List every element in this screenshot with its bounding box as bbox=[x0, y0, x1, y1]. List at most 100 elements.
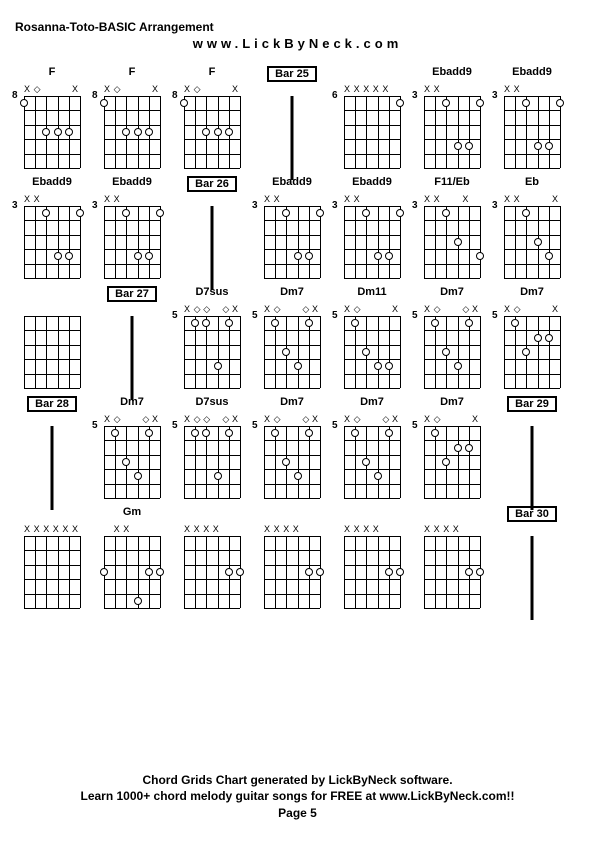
fret-dot bbox=[374, 472, 382, 480]
bar-label: Bar 27 bbox=[107, 286, 157, 302]
string-marks: XX bbox=[264, 194, 320, 206]
fret-dot bbox=[454, 444, 462, 452]
chord-diagram bbox=[104, 536, 160, 608]
chord-name: Dm7 bbox=[280, 286, 304, 302]
chord-diagram: 3 bbox=[424, 96, 480, 168]
fret-dot bbox=[225, 568, 233, 576]
fret-dot bbox=[271, 429, 279, 437]
fret-dot bbox=[100, 568, 108, 576]
fret-dot bbox=[282, 458, 290, 466]
bar-marker-cell: Bar 30 bbox=[495, 506, 569, 608]
chord-name: F11/Eb bbox=[434, 176, 469, 192]
fret-dot bbox=[42, 209, 50, 217]
string-marks: XXX bbox=[504, 194, 560, 206]
fret-dot bbox=[202, 319, 210, 327]
chord-diagram bbox=[184, 536, 240, 608]
chord-diagram: 5 bbox=[424, 316, 480, 388]
fret-dot bbox=[202, 429, 210, 437]
fret-dot bbox=[534, 334, 542, 342]
string-marks: X◇X bbox=[104, 84, 160, 96]
fret-dot bbox=[534, 142, 542, 150]
chord-cell: XXXXX6 bbox=[335, 66, 409, 168]
chord-name: Gm bbox=[123, 506, 141, 522]
fret-dot bbox=[145, 429, 153, 437]
fret-number: 5 bbox=[92, 420, 98, 431]
fret-dot bbox=[191, 319, 199, 327]
chord-cell: XXXX bbox=[415, 506, 489, 608]
chord-name: Ebadd9 bbox=[32, 176, 72, 192]
chord-diagram: 3 bbox=[504, 96, 560, 168]
chord-cell: XXXX bbox=[175, 506, 249, 608]
string-marks: X◇◇X bbox=[264, 414, 320, 426]
bar-marker-cell: Bar 27 bbox=[95, 286, 169, 388]
string-marks: X◇◇◇X bbox=[184, 304, 240, 316]
fret-dot bbox=[351, 429, 359, 437]
fret-dot bbox=[225, 319, 233, 327]
chord-cell: D7susX◇◇◇X5 bbox=[175, 396, 249, 498]
chord-cell: GmXX bbox=[95, 506, 169, 608]
chord-diagram: 8 bbox=[24, 96, 80, 168]
fret-dot bbox=[305, 252, 313, 260]
chord-cell: XXXX bbox=[335, 506, 409, 608]
chord-cell: Dm7X◇X5 bbox=[415, 396, 489, 498]
chord-cell: Dm7X◇◇X5 bbox=[255, 286, 329, 388]
chord-name: Ebadd9 bbox=[112, 176, 152, 192]
fret-dot bbox=[145, 252, 153, 260]
chord-cell: F11/EbXXX3 bbox=[415, 176, 489, 278]
fret-dot bbox=[454, 362, 462, 370]
chord-diagram: 3 bbox=[344, 206, 400, 278]
fret-dot bbox=[111, 429, 119, 437]
string-marks: X◇◇X bbox=[104, 414, 160, 426]
fret-dot bbox=[476, 99, 484, 107]
chord-diagram: 3 bbox=[504, 206, 560, 278]
fret-dot bbox=[522, 99, 530, 107]
bar-label: Bar 26 bbox=[187, 176, 237, 192]
chord-cell: XXXX bbox=[255, 506, 329, 608]
fret-dot bbox=[374, 362, 382, 370]
fret-number: 5 bbox=[412, 310, 418, 321]
chord-cell: Dm7X◇◇X5 bbox=[95, 396, 169, 498]
fret-dot bbox=[465, 142, 473, 150]
fret-dot bbox=[134, 128, 142, 136]
chord-cell: Ebadd9XX3 bbox=[15, 176, 89, 278]
page-number: Page 5 bbox=[0, 805, 595, 822]
fret-number: 5 bbox=[332, 420, 338, 431]
string-marks: XXXX bbox=[424, 524, 480, 536]
chord-diagram bbox=[264, 536, 320, 608]
fret-dot bbox=[236, 568, 244, 576]
fret-dot bbox=[271, 319, 279, 327]
fret-dot bbox=[545, 252, 553, 260]
fret-dot bbox=[225, 128, 233, 136]
string-marks: X◇X bbox=[424, 414, 480, 426]
chord-cell: FX◇X8 bbox=[175, 66, 249, 168]
fret-dot bbox=[454, 142, 462, 150]
chord-diagram: 5 bbox=[344, 426, 400, 498]
fret-dot bbox=[294, 472, 302, 480]
chord-cell: Ebadd9XX3 bbox=[415, 66, 489, 168]
fret-dot bbox=[385, 362, 393, 370]
fret-number: 3 bbox=[92, 200, 98, 211]
footer: Chord Grids Chart generated by LickByNec… bbox=[0, 772, 595, 822]
fret-dot bbox=[351, 319, 359, 327]
fret-number: 3 bbox=[492, 200, 498, 211]
chord-name: Dm7 bbox=[440, 286, 464, 302]
fret-dot bbox=[122, 128, 130, 136]
fret-dot bbox=[134, 252, 142, 260]
chord-cell bbox=[15, 286, 89, 388]
fret-dot bbox=[294, 252, 302, 260]
chord-cell: Ebadd9XX3 bbox=[495, 66, 569, 168]
fret-dot bbox=[282, 209, 290, 217]
bar-marker-cell: Bar 26 bbox=[175, 176, 249, 278]
string-marks: X◇X bbox=[184, 84, 240, 96]
fret-dot bbox=[522, 348, 530, 356]
chord-name: Dm7 bbox=[520, 286, 544, 302]
fret-number: 3 bbox=[492, 90, 498, 101]
fret-dot bbox=[374, 252, 382, 260]
chord-diagram: 3 bbox=[104, 206, 160, 278]
bar-line bbox=[531, 426, 534, 510]
fret-dot bbox=[385, 252, 393, 260]
fret-dot bbox=[214, 472, 222, 480]
fret-dot bbox=[145, 128, 153, 136]
fret-number: 5 bbox=[252, 420, 258, 431]
fret-dot bbox=[442, 209, 450, 217]
